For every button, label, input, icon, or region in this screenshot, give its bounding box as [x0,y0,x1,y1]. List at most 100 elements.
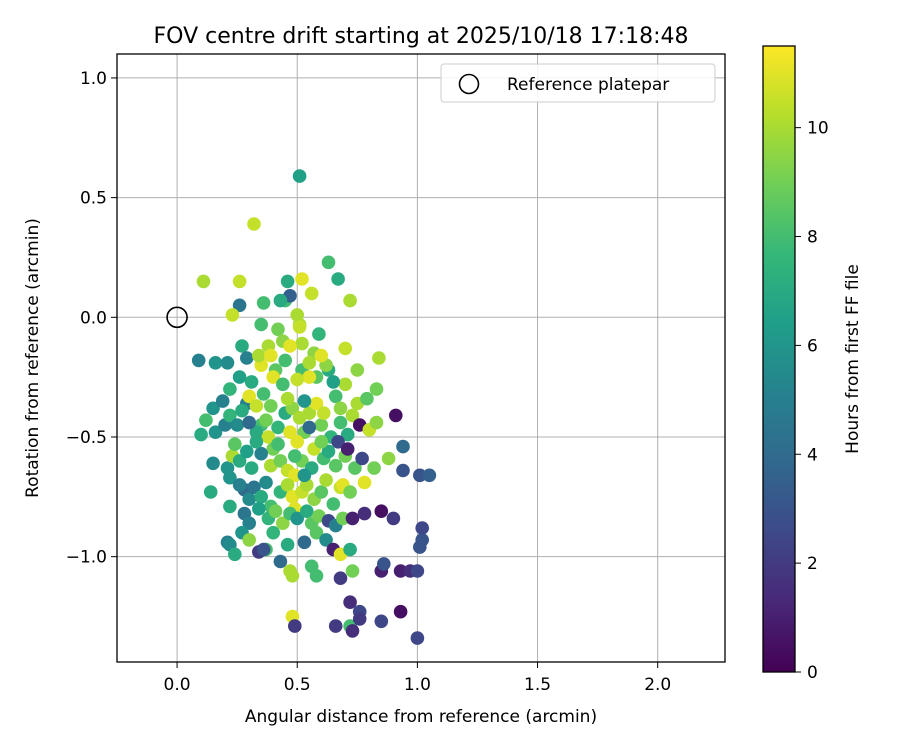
scatter-point [367,461,381,475]
scatter-point [389,408,403,423]
scatter-point [331,272,345,286]
scatter-point [350,363,365,377]
scatter-point [230,418,244,432]
plot-frame [116,53,726,663]
x-tick-label: 1.0 [404,675,431,695]
scatter-point [345,511,360,526]
scatter-point [300,504,314,518]
scatter-point [413,468,427,483]
scatter-point [223,499,237,514]
scatter-point [254,317,268,332]
scatter-point [220,356,235,370]
scatter-point [326,497,341,511]
scatter-point [331,435,345,449]
x-tick-label: 2.0 [644,675,671,695]
scatter-point [309,396,324,411]
scatter-point [302,370,317,384]
scatter-point [256,387,271,401]
scatter-point [259,413,273,428]
chart-title: FOV centre drift starting at 2025/10/18 … [154,24,689,49]
scatter-point [393,564,408,578]
scatter-point [343,293,357,308]
scatter-point [273,293,288,308]
scatter-point [319,473,333,487]
scatter-point [259,475,273,490]
scatter-point [377,557,391,571]
scatter-point [316,406,331,420]
scatter-point [410,631,425,645]
scatter-point [328,458,343,473]
scatter-point [314,435,329,449]
scatter-point [328,619,343,633]
y-tick-label: −1.0 [66,548,107,568]
scatter-point [228,437,242,452]
scatter-point [297,535,312,550]
scatter-points [191,169,437,645]
scatter-point [242,533,256,547]
scatter-point [345,564,360,578]
scatter-point [352,612,367,626]
scatter-point [208,425,223,440]
scatter-point [422,468,437,483]
scatter-point [280,537,295,552]
scatter-point [232,298,247,313]
scatter-point [374,504,389,518]
scatter-point [321,255,336,270]
scatter-point [393,604,408,619]
scatter-point [240,351,254,365]
scatter-point [288,449,302,463]
scatter-point [302,406,317,420]
scatter-point [309,569,324,583]
scatter-point [228,547,242,562]
scatter-point [357,506,372,521]
scatter-point [345,408,360,423]
scatter-point [264,348,278,363]
legend-label: Reference platepar [507,75,669,95]
scatter-point [206,401,220,416]
scatter-point [290,511,305,526]
scatter-point [340,442,355,456]
scatter-point [288,619,302,633]
scatter-point [333,401,348,416]
scatter-point [297,394,312,408]
scatter-point [232,478,247,492]
scatter-point [314,418,329,432]
scatter-point [372,351,386,365]
scatter-point [273,554,288,569]
scatter-point [326,375,341,389]
scatter-point [295,272,309,286]
scatter-point [251,502,266,516]
colorbar-tick-label: 6 [807,336,818,356]
scatter-point [345,624,360,638]
scatter-point [285,569,300,583]
scatter-point [292,320,307,334]
x-axis-label: Angular distance from reference (arcmin) [245,707,597,727]
scatter-point [348,461,362,475]
scatter-point [369,382,384,396]
scatter-point [254,490,268,504]
colorbar-label: Hours from first FF file [843,264,863,454]
scatter-point [415,521,430,535]
scatter-point [338,377,353,392]
scatter-point [283,339,297,353]
scatter-point [247,217,261,231]
scatter-point [280,478,295,492]
colorbar-tick-label: 4 [807,445,818,465]
scatter-point [374,614,389,629]
scatter-point [261,430,276,444]
scatter-point [338,341,353,356]
scatter-point [314,485,329,499]
scatter-point [271,420,285,435]
scatter-point [413,540,427,554]
scatter-point [328,389,343,404]
scatter-point [290,372,305,387]
scatter-point [333,571,348,585]
scatter-point [357,475,372,490]
scatter-point [266,370,281,384]
scatter-point [343,485,357,499]
scatter-point [256,296,271,310]
scatter-point [240,444,254,459]
x-tick-label: 0.5 [284,675,311,695]
scatter-point [319,533,333,547]
colorbar: 0 2 4 6 8 10 Hours from first FF file [762,45,863,683]
